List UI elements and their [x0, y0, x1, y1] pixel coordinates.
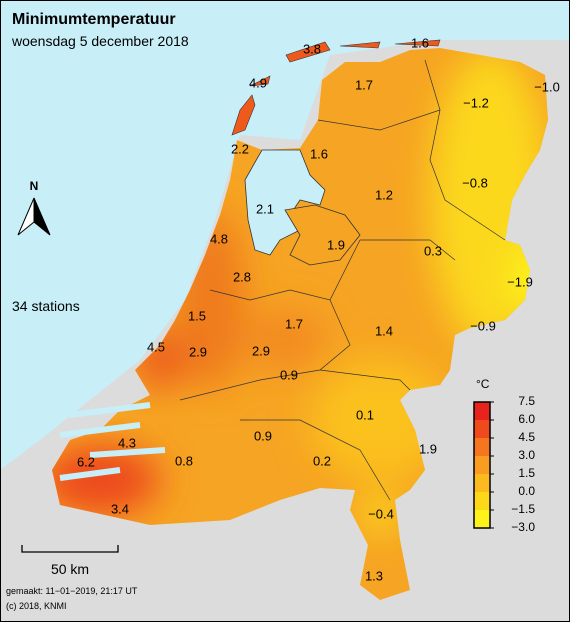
- legend-swatch: [474, 492, 490, 510]
- station-value: 2.9: [252, 343, 270, 358]
- stations-count: 34 stations: [12, 298, 80, 314]
- scale-label: 50 km: [51, 561, 89, 577]
- station-value: −1.0: [534, 79, 560, 94]
- title: Minimumtemperatuur: [12, 11, 176, 28]
- station-value: 1.9: [327, 237, 345, 252]
- legend-border: [473, 401, 491, 529]
- station-value: 4.8: [210, 231, 228, 246]
- station-value: 0.3: [424, 243, 442, 258]
- station-value: 2.8: [233, 269, 251, 284]
- legend-swatch: [474, 402, 490, 420]
- legend-swatch: [474, 510, 490, 528]
- station-value: 3.4: [111, 501, 129, 516]
- station-labels: 3.8 1.6 4.9 1.7 −1.2 −1.0 2.2 1.6 1.2 −0.8 2.1 4.8 1…: [77, 35, 560, 583]
- legend-tick-label: 1.5: [518, 466, 535, 480]
- station-value: 1.2: [375, 187, 393, 202]
- station-value: 4.5: [147, 339, 165, 354]
- station-value: 1.9: [419, 441, 437, 456]
- legend-tick-label: −1.5: [511, 502, 535, 516]
- station-value: 2.2: [231, 141, 249, 156]
- station-value: −1.9: [507, 274, 533, 289]
- station-value: 2.1: [256, 201, 274, 216]
- station-value: 4.3: [118, 435, 136, 450]
- legend-tick-label: 6.0: [518, 412, 535, 426]
- zeeland-waters: [59, 402, 166, 481]
- province-borders: [179, 59, 506, 501]
- station-value: 1.4: [375, 323, 393, 338]
- flevoland: [284, 204, 361, 266]
- legend-tick-label: 0.0: [518, 484, 535, 498]
- legend-tick-label: −3.0: [511, 520, 535, 534]
- station-value: −0.4: [368, 506, 394, 521]
- footer-made: gemaakt: 11−01−2019, 21:17 UT: [6, 586, 138, 596]
- legend-tick-label: 3.0: [518, 448, 535, 462]
- station-value: 0.9: [280, 367, 298, 382]
- station-value: 0.8: [175, 453, 193, 468]
- station-value: 1.6: [411, 35, 429, 50]
- station-value: 1.5: [188, 308, 206, 323]
- station-value: 0.1: [356, 407, 374, 422]
- legend-swatch: [474, 456, 490, 474]
- station-value: 1.3: [365, 568, 383, 583]
- station-value: 0.2: [313, 453, 331, 468]
- legend-swatch: [474, 474, 490, 492]
- station-value: 0.9: [254, 428, 272, 443]
- scale-bar: 50 km: [21, 545, 119, 577]
- station-value: 1.6: [310, 146, 328, 161]
- legend-tick-label: 7.5: [518, 394, 535, 408]
- legend-swatch: [474, 420, 490, 438]
- footer-copyright: (c) 2018, KNMI: [6, 601, 67, 611]
- station-value: 1.7: [285, 316, 303, 331]
- north-label: N: [30, 179, 39, 193]
- legend-unit: °C: [476, 377, 490, 391]
- legend: °C 7.5 6.0 4.5 3.0 1.5 0.0 −1.5 −3.0: [473, 377, 535, 534]
- station-value: 4.9: [249, 75, 267, 90]
- station-value: 2.9: [189, 344, 207, 359]
- station-value: 6.2: [77, 454, 95, 469]
- sea: [0, 0, 570, 470]
- station-value: −1.2: [463, 95, 489, 110]
- north-arrow: N: [17, 179, 51, 236]
- station-value: 3.8: [303, 41, 321, 56]
- subtitle: woensdag 5 december 2018: [11, 33, 189, 49]
- wadden-islands: [231, 39, 441, 136]
- station-value: 1.7: [355, 77, 373, 92]
- legend-tick-label: 4.5: [518, 430, 535, 444]
- station-value: −0.8: [462, 175, 488, 190]
- legend-swatch: [474, 438, 490, 456]
- station-value: −0.9: [470, 318, 496, 333]
